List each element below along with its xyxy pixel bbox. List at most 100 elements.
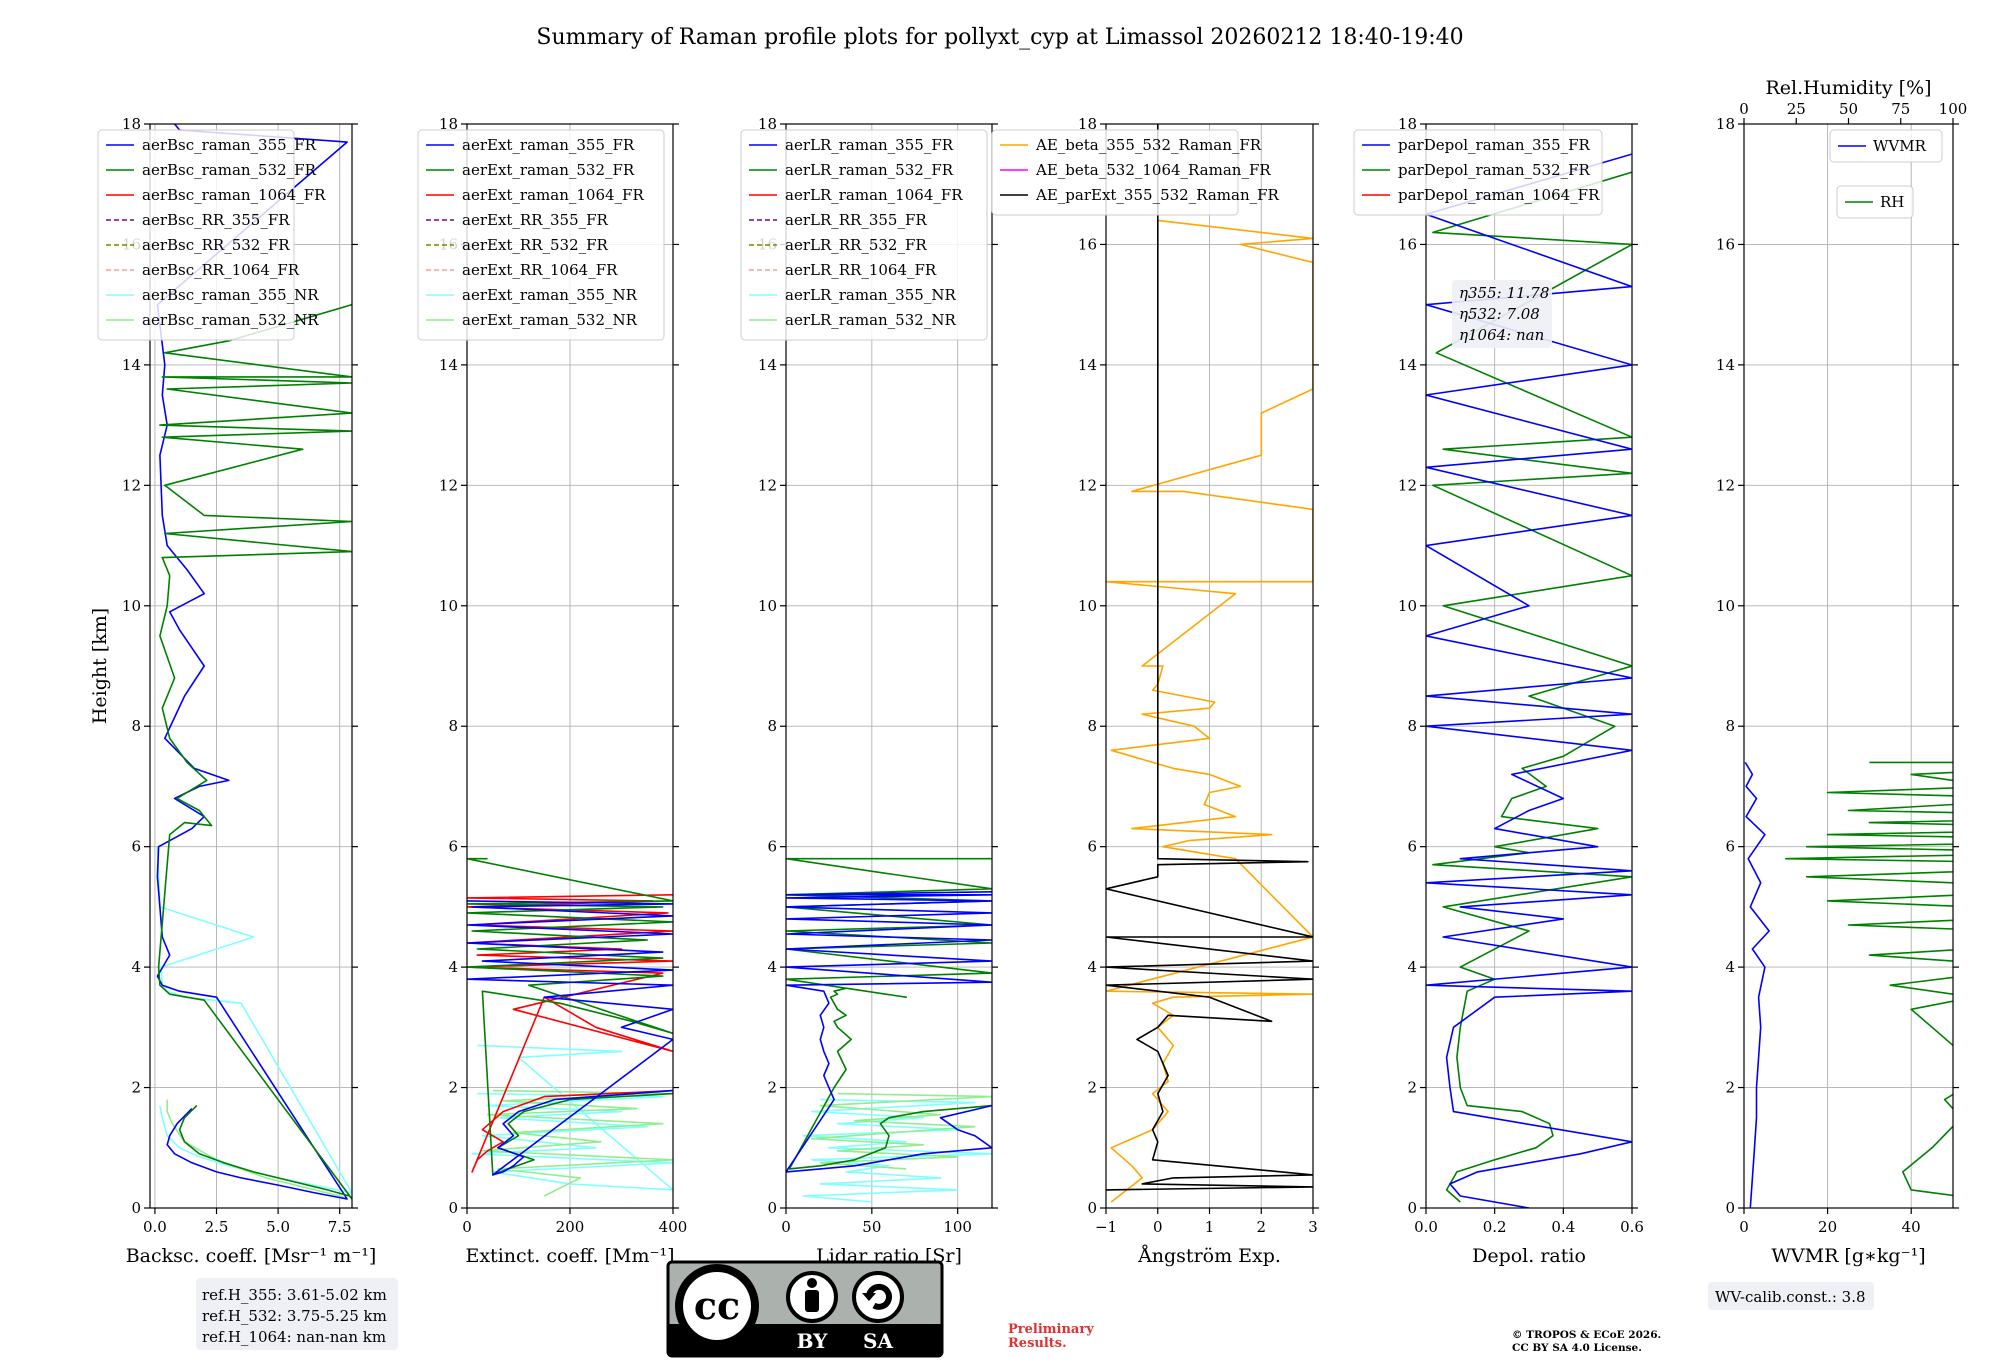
legend-entry: aerBsc_raman_355_NR — [142, 286, 319, 304]
legend-box — [991, 129, 1239, 216]
legend-entry: aerExt_raman_1064_FR — [462, 186, 644, 204]
ytick-label: 0 — [1725, 1199, 1735, 1217]
series-line-WVMR — [1744, 761, 1770, 1208]
ytick-label: 18 — [1398, 115, 1417, 133]
ytick-label: 14 — [439, 356, 458, 374]
legend-entry: aerBsc_raman_355_FR — [142, 136, 317, 154]
x-axis-label: Depol. ratio — [1472, 1245, 1586, 1267]
ytick-label: 16 — [1398, 235, 1417, 253]
ytick-label: 10 — [1398, 597, 1417, 615]
ytick-label: 4 — [1407, 958, 1417, 976]
top-axis-label: Rel.Humidity [%] — [1765, 77, 1931, 99]
legend: WVMR RH — [1829, 129, 1943, 219]
ytick-label: 2 — [1087, 1079, 1097, 1097]
wv-calib-text: WV-calib.const.: 3.8 — [1715, 1288, 1866, 1306]
series-line-aerLR_raman_532_NR — [810, 1092, 992, 1170]
legend: aerExt_raman_355_FR aerExt_raman_532_FRae… — [417, 129, 665, 341]
copyright-line2: CC BY SA 4.0 License. — [1512, 1342, 1642, 1354]
ytick-label: 2 — [131, 1079, 141, 1097]
ytick-label: 2 — [448, 1079, 458, 1097]
preliminary-line2: Results. — [1008, 1336, 1067, 1351]
xtick-label: 0 — [1739, 1218, 1749, 1236]
ytick-label: 4 — [1087, 958, 1097, 976]
xtick-label: 200 — [556, 1218, 585, 1236]
ytick-label: 8 — [448, 717, 458, 735]
legend-entry: aerLR_RR_355_FR — [785, 211, 927, 229]
series-line-aerExt_raman_1064_FR — [467, 894, 673, 1173]
ytick-label: 6 — [448, 838, 458, 856]
xtick-label: 400 — [659, 1218, 688, 1236]
ref-height-355: ref.H_355: 3.61-5.02 km — [202, 1286, 387, 1304]
legend-entry: aerLR_raman_532_FR — [785, 161, 954, 179]
series-line-parDepol_raman_532_FR — [1432, 171, 1632, 1203]
legend: aerLR_raman_355_FR aerLR_raman_532_FR aerL… — [740, 129, 988, 341]
series-group — [467, 857, 673, 1197]
xtick-label: 0 — [462, 1218, 472, 1236]
sa-share-icon — [852, 1271, 904, 1323]
y-axis-label: Height [km] — [89, 608, 111, 724]
ytick-label: 4 — [767, 958, 777, 976]
top-xtick-label: 25 — [1787, 100, 1806, 118]
series-line-aerExt_raman_532_FR — [467, 857, 673, 1176]
xtick-label: 7.5 — [328, 1218, 352, 1236]
panel-lidar_ratio: 024681012141618050100Lidar ratio [Sr]aer… — [740, 115, 998, 1267]
xtick-label: 100 — [943, 1218, 972, 1236]
series-line-aerLR_raman_532_FR — [786, 857, 992, 1170]
legend-entry: aerBsc_raman_532_FR — [142, 161, 317, 179]
legend-entry: aerExt_raman_532_NR — [462, 311, 638, 329]
ytick-label: 2 — [767, 1079, 777, 1097]
series-group — [786, 857, 992, 1203]
legend-entry: aerLR_raman_1064_FR — [785, 186, 963, 204]
annotation-line: η1064: nan — [1459, 326, 1544, 344]
legend-entry: RH — [1880, 193, 1904, 211]
ytick-label: 18 — [122, 115, 141, 133]
ytick-label: 12 — [122, 476, 141, 494]
legend-entry: aerLR_RR_1064_FR — [785, 261, 937, 279]
legend-entry: aerExt_raman_355_FR — [462, 136, 635, 154]
annotation-line: η532: 7.08 — [1459, 305, 1540, 323]
cc-logo-text: cc — [694, 1283, 740, 1328]
legend-box — [740, 129, 988, 341]
xtick-label: −1 — [1095, 1218, 1117, 1236]
ytick-label: 4 — [131, 958, 141, 976]
panel-depolarization: 0 2 4 6 8 10 12 14 16 18 0.0 0.2 0.4 0.6 Depol. ratio p… — [1353, 115, 1644, 1267]
ytick-label: 6 — [131, 838, 141, 856]
legend-entry: AE_beta_532_1064_Raman_FR — [1035, 161, 1271, 179]
series-line-RH — [1785, 761, 1953, 1197]
annotation-line: η355: 11.78 — [1459, 284, 1549, 302]
ytick-label: 14 — [1078, 356, 1097, 374]
x-axis-label: Ångström Exp. — [1137, 1245, 1281, 1267]
series-line-aerBsc_raman_532_NR — [166, 1099, 348, 1200]
legend-entry: aerLR_raman_355_FR — [785, 136, 954, 154]
panel-frame — [1425, 123, 1633, 1209]
ytick-label: 0 — [448, 1199, 458, 1217]
series-group — [156, 124, 352, 1200]
depol-annotation: η355: 11.78 η532: 7.08 η1064: nan — [1452, 280, 1552, 348]
legend-entry: aerLR_raman_532_NR — [785, 311, 956, 329]
panel-frame — [149, 123, 353, 1209]
top-xtick-label: 100 — [1939, 100, 1968, 118]
x-axis-label: Extinct. coeff. [Mm⁻¹] — [465, 1245, 674, 1267]
ytick-label: 6 — [767, 838, 777, 856]
xtick-label: 5.0 — [266, 1218, 290, 1236]
panel-extinction: 0246810121416180200400Extinct. coeff. [M… — [417, 115, 688, 1267]
series-line-AE_parExt_355_532_Raman_FR — [1106, 124, 1313, 1191]
series-group — [1106, 124, 1313, 1203]
ytick-label: 18 — [1716, 115, 1735, 133]
legend-entry: aerBsc_raman_1064_FR — [142, 186, 326, 204]
legend-entry: AE_beta_355_532_Raman_FR — [1035, 136, 1262, 154]
legend-entry: aerLR_RR_532_FR — [785, 236, 927, 254]
ytick-label: 0 — [1087, 1199, 1097, 1217]
by-label: BY — [797, 1329, 829, 1353]
legend-box — [1829, 129, 1943, 163]
ytick-label: 14 — [758, 356, 777, 374]
preliminary-line1: Preliminary — [1008, 1322, 1094, 1337]
xtick-label: 0 — [781, 1218, 791, 1236]
ytick-label: 8 — [131, 717, 141, 735]
xtick-label: 3 — [1308, 1218, 1318, 1236]
ytick-label: 6 — [1725, 838, 1735, 856]
series-line-aerBsc_raman_355_FR — [156, 124, 348, 1200]
series-line-aerExt_raman_355_NR — [471, 1044, 673, 1191]
